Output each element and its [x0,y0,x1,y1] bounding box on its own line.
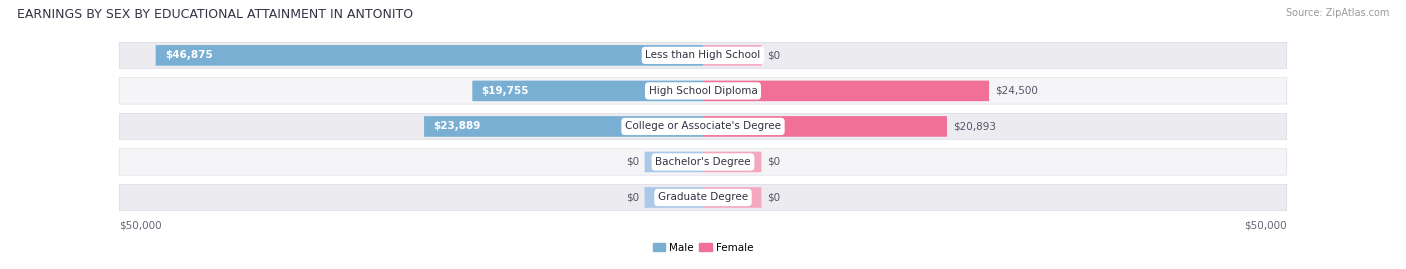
FancyBboxPatch shape [120,113,1286,140]
FancyBboxPatch shape [703,116,948,137]
FancyBboxPatch shape [425,116,703,137]
Text: $20,893: $20,893 [953,121,995,132]
FancyBboxPatch shape [156,45,703,66]
Text: Source: ZipAtlas.com: Source: ZipAtlas.com [1285,8,1389,18]
FancyBboxPatch shape [703,45,762,66]
FancyBboxPatch shape [703,81,988,101]
Text: Bachelor's Degree: Bachelor's Degree [655,157,751,167]
FancyBboxPatch shape [703,187,762,208]
FancyBboxPatch shape [644,187,703,208]
Text: EARNINGS BY SEX BY EDUCATIONAL ATTAINMENT IN ANTONITO: EARNINGS BY SEX BY EDUCATIONAL ATTAINMEN… [17,8,413,21]
Text: College or Associate's Degree: College or Associate's Degree [626,121,780,132]
Text: $0: $0 [768,193,780,203]
FancyBboxPatch shape [120,184,1286,211]
FancyBboxPatch shape [120,149,1286,175]
Text: High School Diploma: High School Diploma [648,86,758,96]
Text: $0: $0 [626,193,638,203]
Text: Graduate Degree: Graduate Degree [658,193,748,203]
FancyBboxPatch shape [703,152,762,172]
Text: $50,000: $50,000 [120,221,162,231]
Text: $0: $0 [768,50,780,60]
FancyBboxPatch shape [120,42,1286,69]
Text: $0: $0 [626,157,638,167]
Text: Less than High School: Less than High School [645,50,761,60]
FancyBboxPatch shape [644,152,703,172]
FancyBboxPatch shape [472,81,703,101]
FancyBboxPatch shape [120,78,1286,104]
Text: $46,875: $46,875 [165,50,212,60]
Text: $23,889: $23,889 [433,121,481,132]
Text: $19,755: $19,755 [482,86,529,96]
Text: $0: $0 [768,157,780,167]
Text: $50,000: $50,000 [1244,221,1286,231]
Legend: Male, Female: Male, Female [648,238,758,257]
Text: $24,500: $24,500 [995,86,1038,96]
